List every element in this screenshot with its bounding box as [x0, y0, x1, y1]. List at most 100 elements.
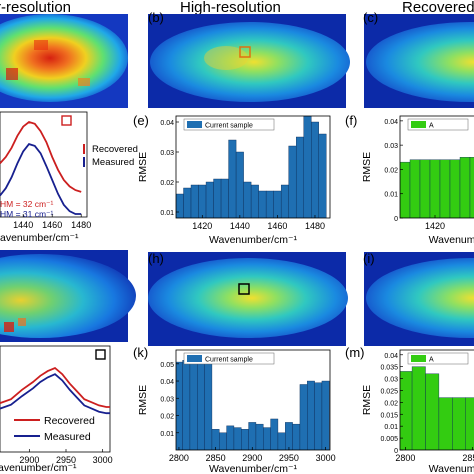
bar: [321, 380, 330, 450]
y-tick-label: 0.03: [384, 377, 398, 384]
panel-label-h: (h): [148, 251, 164, 266]
x-tick-label: 1420: [192, 221, 212, 231]
annotation-fwhm-measured: HM = 31 cm⁻¹: [0, 209, 54, 219]
bar: [189, 361, 198, 450]
spectra-plot-bottom: Recovered Measured 2900 2950 3000 avenumbe…: [0, 345, 113, 474]
y-tick-label: 0.025: [380, 388, 398, 395]
bar: [280, 184, 289, 218]
x-tick-label: 3000: [93, 455, 113, 465]
x-tick-label: 2850: [462, 453, 474, 463]
plot-frame: [399, 115, 474, 219]
roi-marker-orange: [239, 46, 251, 58]
legend-box: [183, 118, 275, 131]
legend: A: [407, 352, 469, 365]
x-tick-label: 1480: [71, 220, 91, 230]
legend-swatch: [187, 355, 202, 362]
x-axis-label: avenumber/cm⁻¹: [0, 232, 79, 244]
bar: [459, 157, 471, 218]
bar: [307, 380, 315, 450]
x-axis-label: Wavenumber/cm⁻¹: [209, 463, 298, 474]
series-line-measured: [0, 373, 110, 415]
roi-marker-red: [61, 115, 72, 126]
roi-marker-black: [238, 283, 250, 295]
bar: [285, 422, 293, 450]
legend: Current sample: [183, 118, 275, 131]
bar: [228, 139, 237, 218]
legend: Current sample: [183, 352, 275, 365]
y-tick-label: 0: [394, 448, 398, 455]
x-tick-label: 3000: [316, 453, 336, 463]
y-tick-label: 0.015: [380, 412, 398, 419]
y-axis-label: RMSE: [137, 152, 149, 182]
bar: [219, 432, 227, 450]
bar: [190, 184, 199, 218]
bars: [400, 366, 474, 450]
bars: [400, 157, 474, 218]
bar: [248, 422, 257, 450]
y-axis-label: RMSE: [361, 385, 373, 415]
header-low-resolution: r-resolution: [0, 0, 71, 16]
legend-label: A: [429, 357, 434, 364]
y-tick-label: 0.01: [160, 210, 174, 217]
panel-label-m: (m): [345, 345, 365, 360]
bar: [409, 159, 421, 218]
panel-label-c: (c): [363, 10, 378, 25]
bar: [198, 184, 207, 218]
x-tick-label: 1480: [305, 221, 325, 231]
bar: [439, 159, 451, 218]
bar: [235, 151, 244, 218]
x-axis-label: Wavenumb: [429, 234, 474, 246]
y-tick-label: 0.01: [384, 424, 398, 431]
y-axis-label: RMSE: [137, 385, 149, 415]
bar: [295, 136, 304, 218]
legend-label-recovered: Recovered: [92, 144, 138, 155]
legend-label: Current sample: [205, 357, 253, 364]
y-axis-label: RMSE: [361, 152, 373, 182]
legend-label: A: [429, 123, 434, 130]
bar: [243, 181, 252, 218]
panel-label-e: (e): [133, 113, 149, 128]
x-tick-label: 1440: [230, 221, 250, 231]
y-tick-label: 0.02: [160, 180, 174, 187]
y-tick-label: 0.04: [384, 119, 398, 126]
series-line-measured: [0, 143, 82, 215]
x-axis-label: Wavenumb: [429, 463, 474, 474]
legend-box: [407, 352, 469, 365]
bar: [299, 384, 308, 450]
bar: [258, 190, 267, 218]
bar: [314, 382, 323, 450]
panel-label-i: (i): [363, 251, 375, 266]
legend-box: [183, 352, 275, 365]
bar: [400, 161, 411, 218]
x-tick-label: 1420: [425, 221, 445, 231]
bars: [176, 354, 330, 450]
plot-frame: [175, 349, 331, 451]
bar: [311, 121, 319, 218]
bar: [449, 159, 461, 218]
panel-label-b: (b): [148, 10, 164, 25]
x-axis-label: avenumber/cm⁻¹: [0, 462, 77, 474]
bar: [250, 184, 259, 218]
x-tick-label: 2800: [169, 453, 189, 463]
bar: [182, 360, 191, 450]
bar: [303, 116, 312, 218]
x-tick-label: 2950: [56, 455, 76, 465]
roi-marker-black-small: [95, 349, 106, 360]
bar: [429, 159, 441, 218]
y-tick-label: 0.005: [380, 436, 398, 443]
bar: [419, 159, 431, 218]
y-tick-label: 0.01: [384, 192, 398, 199]
bar: [197, 363, 205, 450]
spectra-plot-top: HM = 32 cm⁻¹ HM = 31 cm⁻¹ Recovered Meas…: [0, 111, 138, 244]
bar: [438, 397, 453, 450]
bar: [292, 423, 301, 450]
header-recovered: Recovered: [402, 0, 474, 16]
bar: [452, 397, 466, 450]
series-line-recovered: [0, 366, 110, 408]
series-line-recovered: [0, 120, 82, 193]
bar: [226, 425, 235, 450]
image-recovered-bottom: [364, 252, 474, 346]
rmse-bar-chart-bottom-recovered: 0 0.005 0.01 0.015 0.02 0.025 0.03 0.035 0.04 280…: [361, 349, 474, 474]
x-tick-label: 2900: [242, 453, 262, 463]
